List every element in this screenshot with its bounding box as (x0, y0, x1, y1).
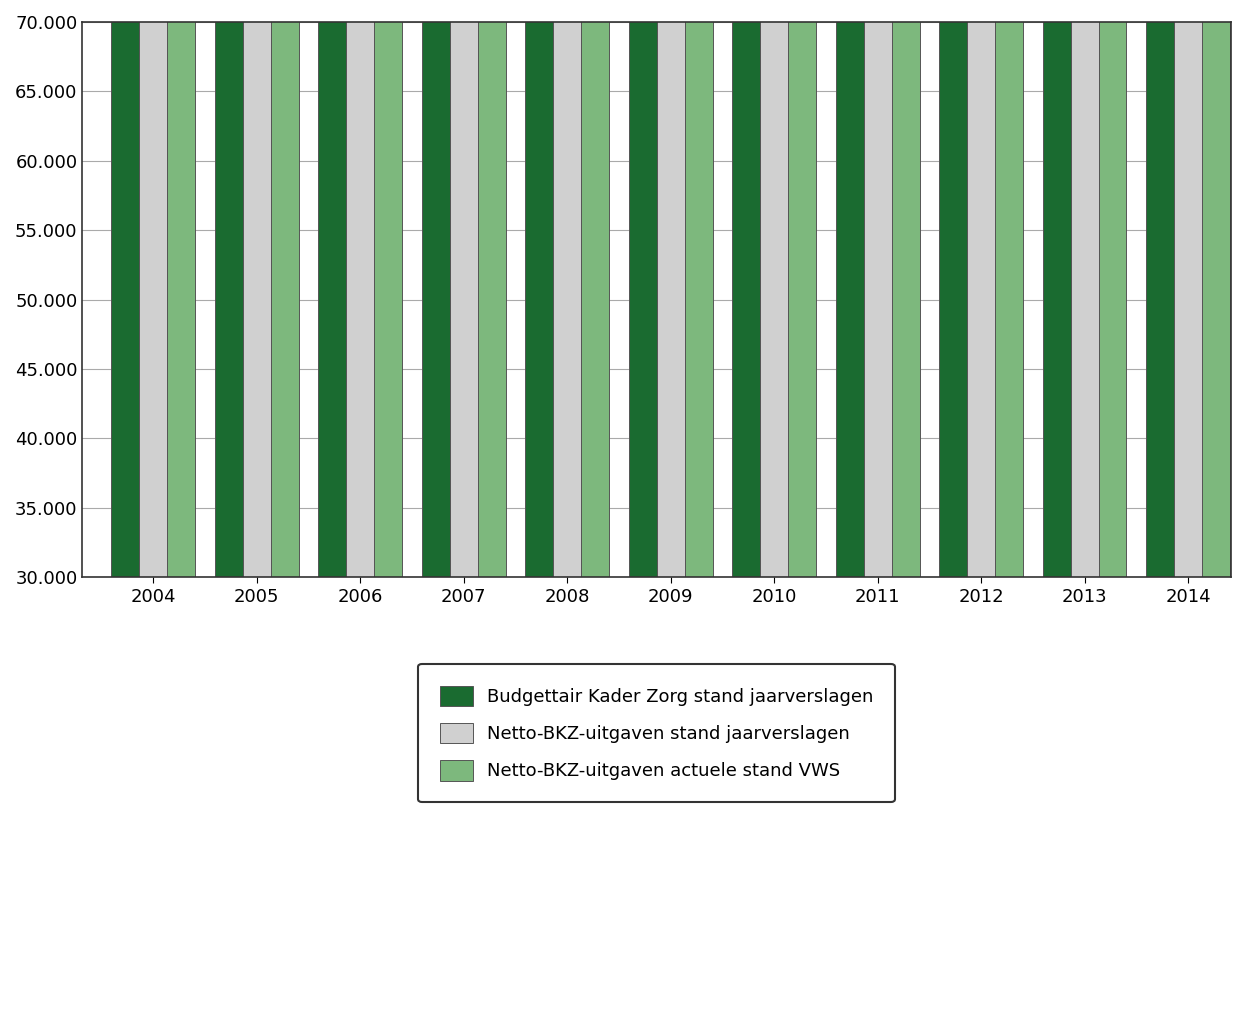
Bar (167, 0, 196, 577)
Bar (374, 0, 402, 577)
Bar (111, 7, 140, 577)
Bar (422, 0, 450, 577)
Bar (996, 0, 1023, 577)
Bar (629, 0, 657, 577)
Bar (836, 0, 863, 577)
Bar (657, 0, 684, 577)
Bar (863, 0, 892, 577)
Bar (1174, 0, 1202, 577)
Bar (477, 0, 506, 577)
Bar (318, 0, 346, 577)
Bar (1202, 0, 1230, 577)
Bar (1043, 0, 1070, 577)
Bar (450, 0, 477, 577)
Bar (346, 0, 374, 577)
Bar (140, 0, 167, 577)
Bar (526, 0, 553, 577)
Bar (581, 0, 609, 577)
Bar (1146, 0, 1174, 577)
Bar (733, 0, 760, 577)
Bar (214, 0, 243, 577)
Bar (892, 0, 920, 577)
Bar (1070, 0, 1099, 577)
Bar (760, 0, 789, 577)
Bar (789, 0, 816, 577)
Bar (243, 0, 270, 577)
Bar (553, 0, 581, 577)
Bar (939, 0, 967, 577)
Bar (967, 0, 996, 577)
Bar (1099, 0, 1126, 577)
Legend: Budgettair Kader Zorg stand jaarverslagen, Netto-BKZ-uitgaven stand jaarverslage: Budgettair Kader Zorg stand jaarverslage… (419, 664, 895, 802)
Bar (270, 0, 299, 577)
Bar (684, 0, 713, 577)
